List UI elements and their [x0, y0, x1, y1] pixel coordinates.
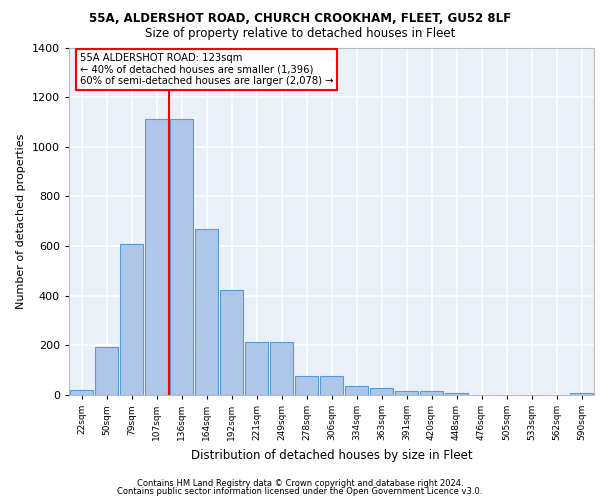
Bar	[95, 346, 118, 395]
Bar	[195, 228, 218, 395]
Bar	[170, 120, 193, 395]
Text: 55A ALDERSHOT ROAD: 123sqm
← 40% of detached houses are smaller (1,396)
60% of s: 55A ALDERSHOT ROAD: 123sqm ← 40% of deta…	[79, 52, 333, 86]
Bar	[370, 388, 393, 395]
Bar	[445, 392, 468, 395]
X-axis label: Distribution of detached houses by size in Fleet: Distribution of detached houses by size …	[191, 448, 472, 462]
Bar	[120, 244, 143, 395]
Bar	[345, 386, 368, 395]
Bar	[420, 392, 443, 395]
Text: Contains HM Land Registry data © Crown copyright and database right 2024.: Contains HM Land Registry data © Crown c…	[137, 478, 463, 488]
Bar	[245, 342, 268, 395]
Y-axis label: Number of detached properties: Number of detached properties	[16, 134, 26, 309]
Bar	[70, 390, 93, 395]
Bar	[270, 342, 293, 395]
Bar	[145, 120, 168, 395]
Text: Contains public sector information licensed under the Open Government Licence v3: Contains public sector information licen…	[118, 487, 482, 496]
Text: Size of property relative to detached houses in Fleet: Size of property relative to detached ho…	[145, 28, 455, 40]
Bar	[395, 392, 418, 395]
Bar	[570, 392, 593, 395]
Bar	[220, 290, 243, 395]
Bar	[295, 376, 318, 395]
Text: 55A, ALDERSHOT ROAD, CHURCH CROOKHAM, FLEET, GU52 8LF: 55A, ALDERSHOT ROAD, CHURCH CROOKHAM, FL…	[89, 12, 511, 26]
Bar	[320, 376, 343, 395]
